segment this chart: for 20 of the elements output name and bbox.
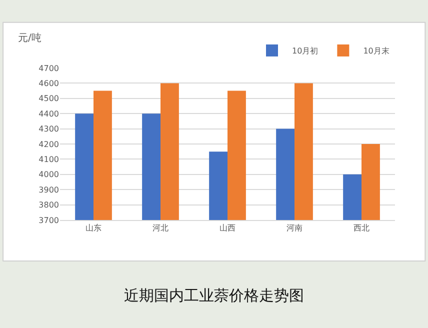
y-tick-label: 4000	[38, 170, 59, 180]
y-tick-label: 4500	[38, 94, 59, 104]
y-tick-label: 4600	[38, 79, 59, 88]
legend-label: 10月末	[363, 46, 390, 56]
y-tick-label: 4300	[38, 124, 59, 134]
x-tick-label: 山东	[86, 224, 102, 233]
text: 近期国内工业萘价格走势图	[124, 286, 304, 304]
x-tick-label: 河南	[286, 224, 302, 233]
legend-label: 10月初	[292, 46, 318, 56]
x-tick-label: 山西	[220, 224, 236, 233]
y-tick-label: 3900	[38, 185, 59, 194]
y-tick-label: 4200	[38, 140, 59, 149]
y-axis-title: 元/吨	[18, 32, 42, 44]
y-tick-label: 4700	[38, 64, 59, 73]
y-tick-label: 3700	[38, 216, 59, 225]
y-tick-label: 3800	[38, 200, 59, 210]
x-tick-label: 河北	[152, 224, 168, 233]
x-tick-label: 西北	[354, 224, 370, 233]
y-tick-label: 4400	[38, 109, 59, 118]
y-tick-label: 4100	[38, 155, 59, 164]
